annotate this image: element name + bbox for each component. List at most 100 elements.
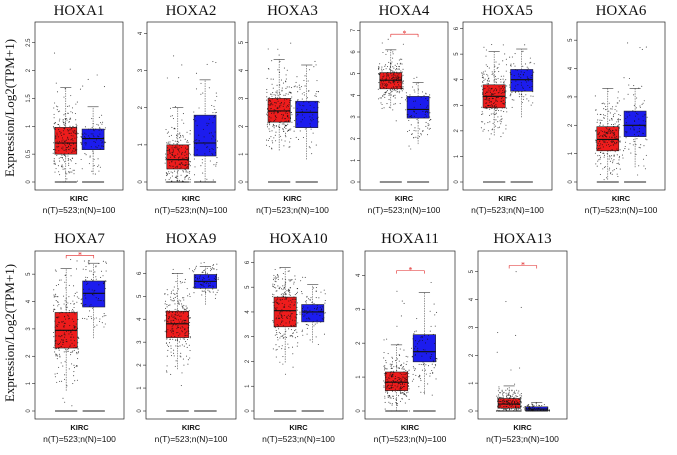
sample-point — [485, 64, 487, 66]
sample-point — [505, 389, 507, 391]
sample-point — [521, 101, 523, 104]
sample-point — [495, 104, 497, 106]
sample-point — [528, 78, 530, 80]
sample-point — [75, 163, 77, 165]
sample-point — [425, 98, 427, 100]
sample-point — [494, 75, 496, 77]
sample-point — [481, 113, 483, 115]
sample-point — [214, 131, 216, 133]
sample-point — [66, 178, 68, 180]
sample-point — [405, 372, 407, 375]
sample-point — [64, 374, 66, 376]
sample-point — [169, 143, 171, 145]
sample-point — [175, 311, 177, 313]
sample-point — [75, 131, 77, 133]
sample-point — [495, 125, 497, 127]
sample-point — [65, 301, 67, 303]
sample-point — [299, 311, 301, 313]
sample-point — [292, 332, 294, 334]
sample-point — [95, 278, 97, 280]
sample-point — [93, 290, 95, 292]
sample-point — [421, 336, 423, 338]
sample-point — [413, 106, 415, 108]
sample-point — [496, 395, 498, 397]
sample-point — [185, 171, 187, 173]
points-normal — [79, 74, 107, 175]
sample-point — [303, 105, 305, 107]
sample-count-label: n(T)=523;n(N)=100 — [368, 205, 441, 215]
sample-point — [611, 119, 613, 121]
sample-point — [173, 143, 175, 145]
sample-point — [268, 119, 270, 121]
sample-point — [500, 98, 502, 100]
sample-point — [67, 146, 69, 149]
sample-point — [103, 145, 105, 147]
sample-point — [506, 394, 508, 396]
sample-point — [384, 367, 386, 369]
sample-point — [211, 147, 213, 150]
y-tick-label: 0 — [26, 409, 32, 413]
sample-point — [400, 70, 402, 72]
sample-point — [597, 142, 599, 144]
sample-point — [617, 97, 619, 99]
sample-point — [166, 289, 168, 291]
sample-point — [200, 165, 202, 167]
sample-point — [517, 78, 519, 80]
sample-point — [60, 341, 62, 343]
y-tick-label: 5 — [245, 285, 251, 289]
sample-point — [215, 163, 217, 165]
sample-point — [394, 94, 396, 96]
sample-point — [180, 356, 182, 358]
sample-point — [184, 168, 186, 170]
sample-point — [73, 336, 75, 338]
sample-point — [173, 352, 175, 354]
sample-point — [313, 107, 315, 109]
sample-count-label: n(T)=523;n(N)=100 — [374, 434, 447, 444]
sample-point — [640, 144, 642, 146]
sample-point — [396, 325, 398, 327]
sample-point — [515, 80, 517, 82]
sample-point — [171, 115, 173, 117]
sample-point — [533, 407, 535, 409]
sample-point — [616, 162, 618, 165]
sample-point — [82, 85, 84, 87]
sample-point — [60, 345, 62, 347]
sample-point — [616, 136, 618, 138]
sample-point — [74, 181, 76, 183]
sample-point — [195, 265, 197, 267]
sample-point — [62, 148, 64, 150]
sample-point — [487, 80, 489, 82]
sample-count-label: n(T)=523;n(N)=100 — [43, 434, 116, 444]
sample-point — [274, 276, 277, 278]
sample-point — [403, 376, 405, 378]
sample-point — [305, 300, 307, 302]
sample-point — [175, 147, 177, 149]
sample-point — [497, 78, 499, 80]
sample-point — [284, 373, 287, 375]
sample-point — [281, 320, 283, 322]
sample-point — [506, 401, 508, 403]
sample-point — [503, 75, 505, 77]
sample-point — [289, 304, 291, 306]
sample-point — [526, 76, 528, 78]
sample-point — [55, 293, 57, 295]
sample-point — [416, 76, 418, 78]
sample-point — [291, 105, 293, 107]
sample-point — [543, 410, 545, 412]
sample-point — [73, 371, 75, 373]
sample-point — [319, 306, 321, 308]
sample-point — [433, 367, 435, 369]
sample-point — [55, 270, 57, 272]
sample-point — [275, 118, 277, 120]
sample-point — [503, 399, 505, 401]
sample-point — [58, 140, 60, 143]
sample-point — [607, 90, 609, 92]
sample-point — [292, 353, 294, 355]
y-tick-label: 3 — [245, 334, 251, 338]
sample-point — [505, 401, 507, 403]
sample-point — [497, 127, 499, 129]
sample-point — [59, 125, 61, 127]
sample-point — [59, 380, 61, 382]
y-tick-label: 1.5 — [26, 94, 32, 103]
sample-point — [93, 294, 95, 296]
